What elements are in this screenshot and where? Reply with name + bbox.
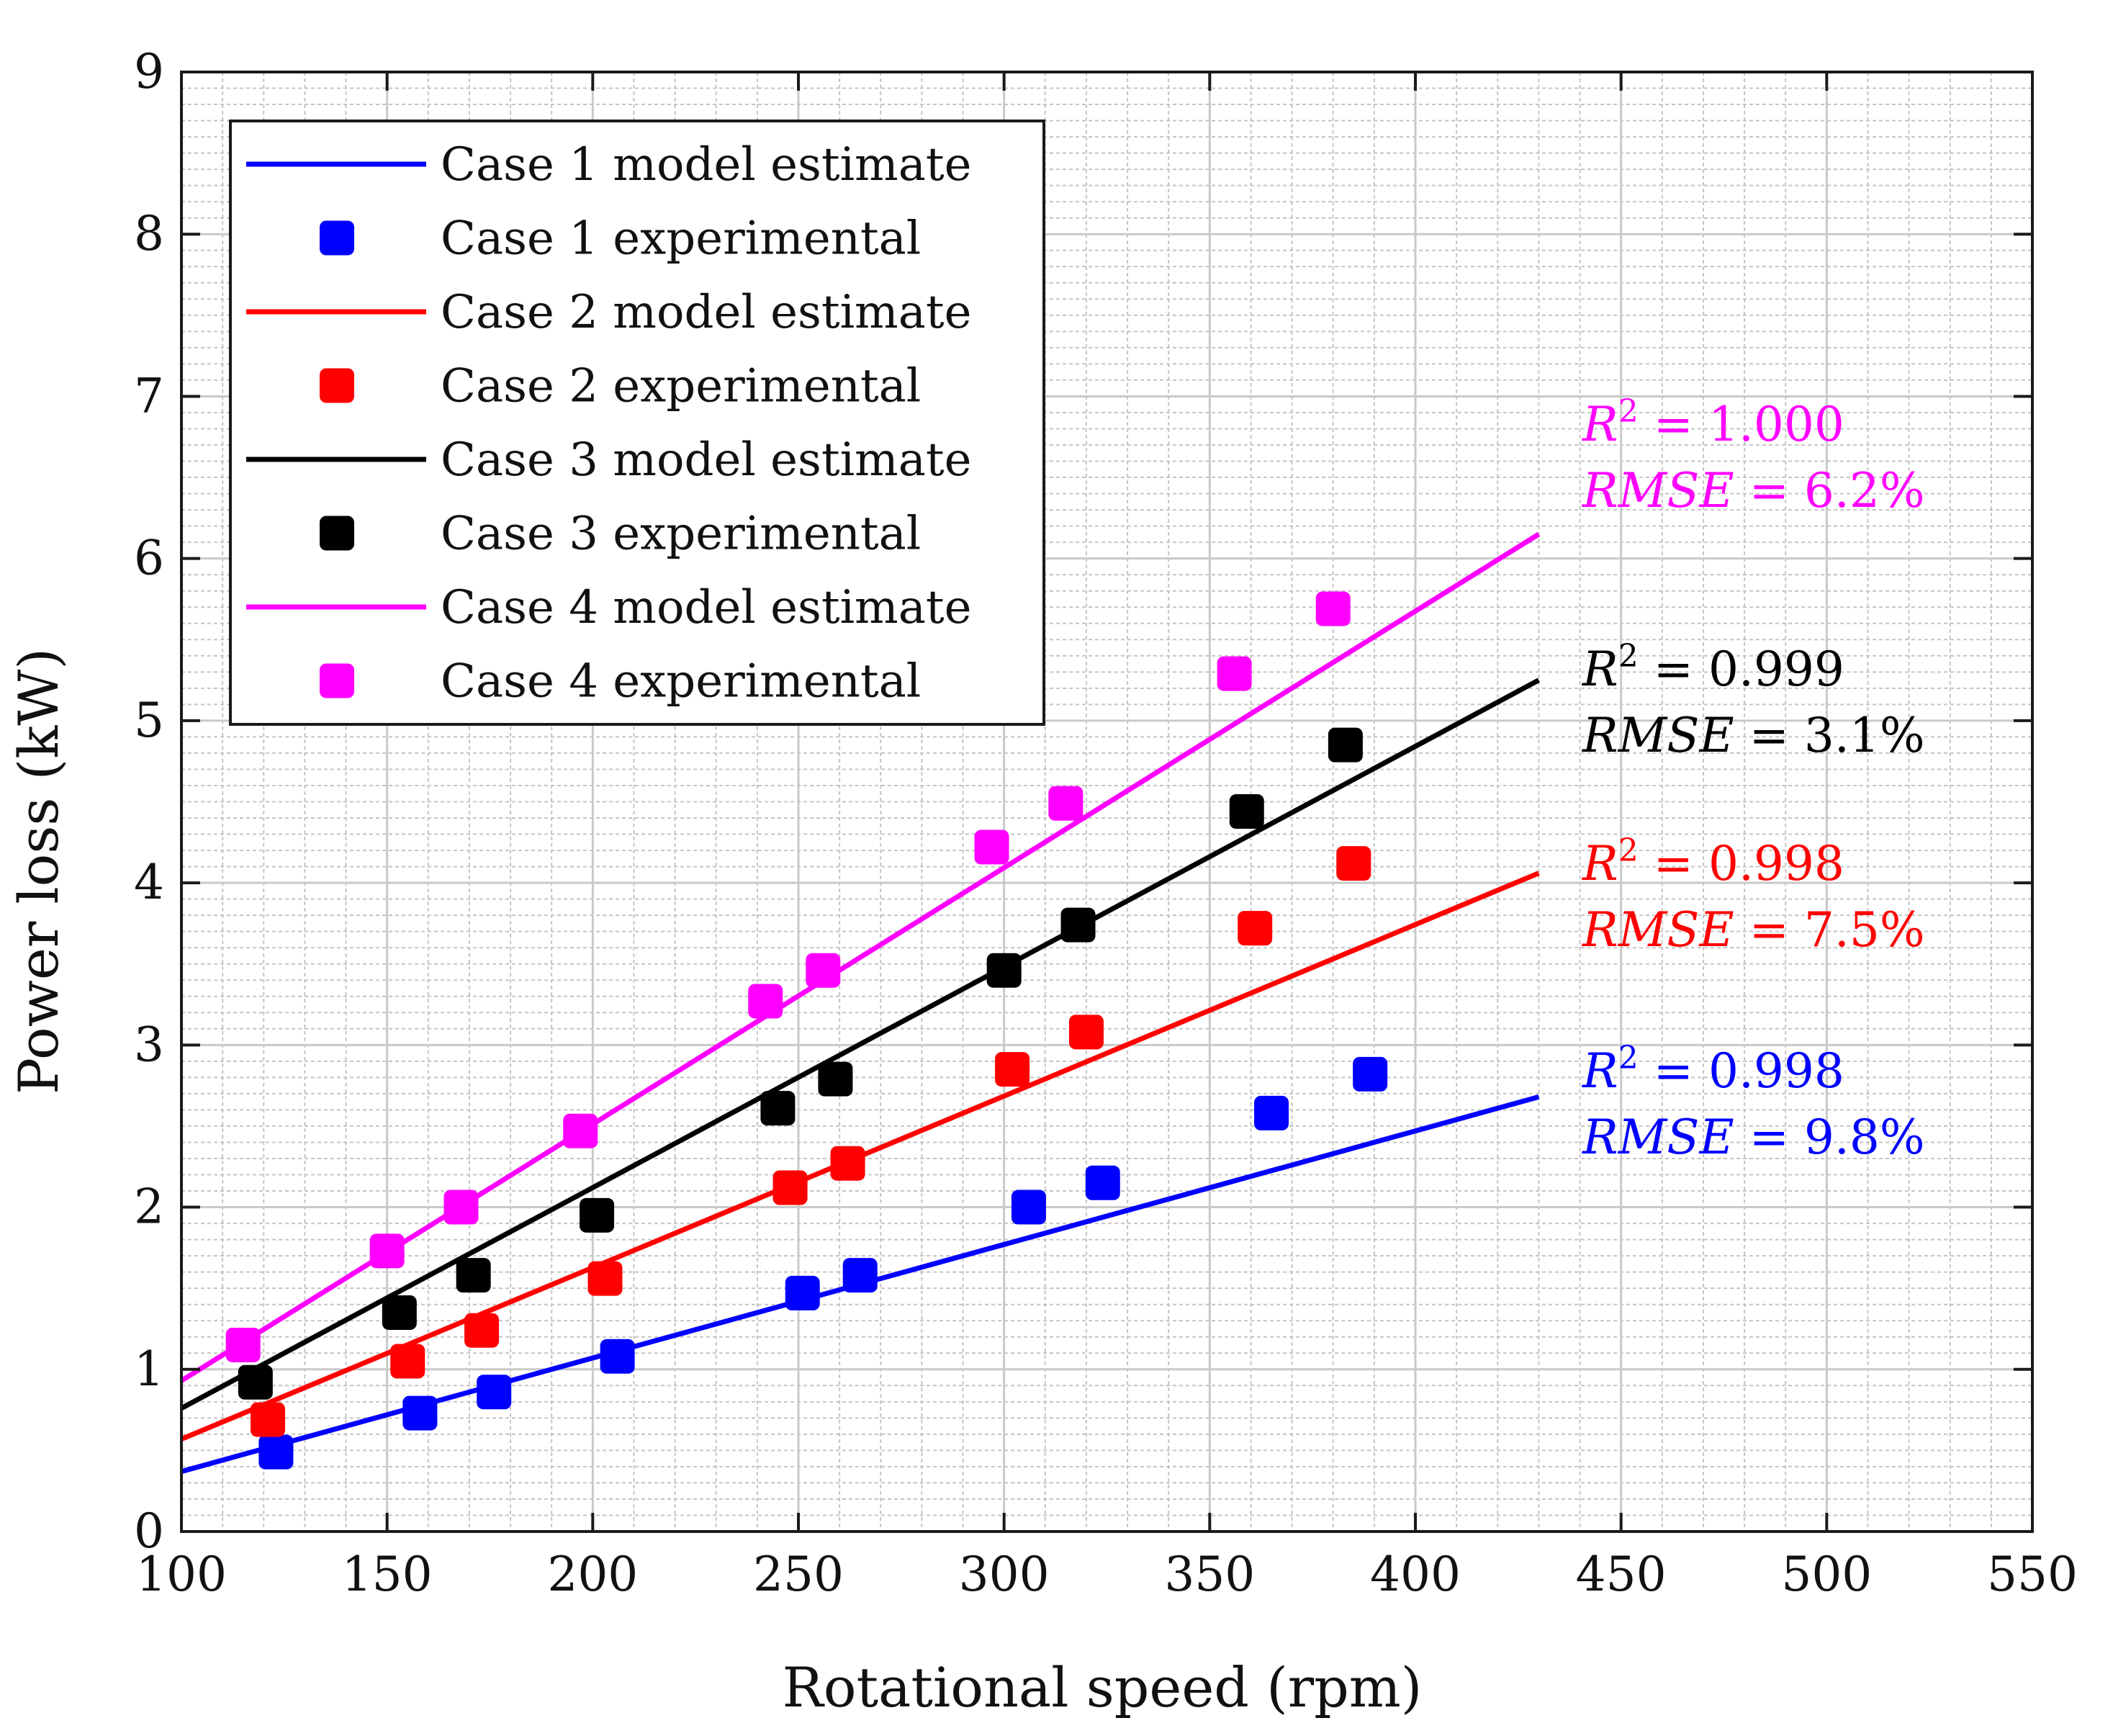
data-point-case-3 — [456, 1258, 491, 1293]
data-point-case-2 — [1068, 1015, 1104, 1050]
data-point-case-1 — [1011, 1189, 1046, 1225]
legend-marker-case-2 — [320, 368, 354, 403]
data-point-case-3 — [818, 1061, 853, 1097]
y-tick-label: 9 — [134, 44, 164, 99]
data-point-case-4 — [1048, 786, 1083, 821]
data-point-case-3 — [1328, 727, 1363, 763]
data-point-case-4 — [748, 984, 783, 1019]
data-point-case-2 — [772, 1170, 808, 1205]
legend-label-exp-case-1: Case 1 experimental — [441, 212, 921, 266]
data-point-case-3 — [1229, 794, 1264, 829]
series-layer — [180, 531, 1541, 1475]
rmse-annotation-case-4: RMSE = 6.2% — [1582, 463, 1925, 518]
data-point-case-3 — [1060, 907, 1096, 943]
plot-frame-border — [180, 71, 2034, 1533]
legend-marker-case-3 — [320, 516, 354, 551]
r2-annotation-case-3: R2 = 0.999 — [1582, 638, 1844, 697]
legend-label-model-case-2: Case 2 model estimate — [441, 286, 971, 339]
x-tick-label: 550 — [1987, 1547, 2078, 1602]
data-point-case-4 — [1217, 656, 1252, 691]
data-point-case-3 — [760, 1091, 796, 1126]
data-point-case-4 — [563, 1113, 598, 1148]
x-tick-label: 300 — [959, 1547, 1050, 1602]
data-point-case-3 — [986, 953, 1022, 988]
data-point-case-2 — [1336, 846, 1371, 881]
model-line-case-3 — [180, 678, 1541, 1411]
x-tick-label: 200 — [547, 1547, 638, 1602]
data-point-case-4 — [974, 829, 1009, 865]
data-point-case-1 — [1353, 1056, 1388, 1092]
legend-label-exp-case-2: Case 2 experimental — [441, 360, 921, 413]
data-point-case-2 — [587, 1261, 623, 1296]
data-point-case-4 — [1315, 591, 1351, 626]
fit-annotations: R2 = 0.998 RMSE = 9.8% R2 = 0.998 RMSE = 7.… — [1582, 393, 1925, 1165]
model-line-case-4 — [180, 531, 1541, 1383]
legend-marker-case-4 — [320, 663, 354, 698]
r2-annotation-case-2: R2 = 0.998 — [1582, 832, 1844, 891]
r2-annotation-case-4: R2 = 1.000 — [1582, 393, 1844, 452]
y-tick-label: 3 — [134, 1017, 164, 1072]
y-tick-label: 5 — [134, 693, 164, 748]
data-point-case-1 — [1085, 1165, 1120, 1200]
x-tick-label: 500 — [1781, 1547, 1872, 1602]
axis-ticks: 100 150 200 250 300 350 400 450 500 550 0 1 2 3 4 5 6 7 8 9 — [134, 44, 2078, 1602]
legend-label-model-case-1: Case 1 model estimate — [441, 138, 971, 192]
data-point-case-2 — [830, 1146, 865, 1181]
data-point-case-1 — [258, 1434, 294, 1470]
rmse-annotation-case-2: RMSE = 7.5% — [1582, 902, 1925, 958]
y-tick-label: 6 — [134, 531, 164, 586]
y-tick-label: 8 — [134, 206, 164, 261]
rmse-annotation-case-1: RMSE = 9.8% — [1582, 1110, 1925, 1165]
legend-label-model-case-4: Case 4 model estimate — [441, 581, 971, 634]
legend-marker-case-1 — [320, 220, 354, 256]
x-tick-label: 400 — [1370, 1547, 1461, 1602]
data-point-case-1 — [1254, 1095, 1289, 1130]
legend-label-model-case-3: Case 3 model estimate — [441, 433, 971, 487]
x-axis-title: Rotational speed (rpm) — [783, 1655, 1423, 1719]
y-tick-label: 2 — [134, 1179, 164, 1235]
data-point-case-2 — [250, 1402, 285, 1437]
y-axis-title: Power loss (kW) — [6, 648, 71, 1094]
legend-box — [229, 120, 1045, 726]
data-point-case-1 — [402, 1395, 438, 1431]
legend: Case 1 model estimate Case 1 experimental… — [229, 120, 1045, 726]
data-point-case-4 — [443, 1189, 479, 1225]
x-tick-label: 450 — [1576, 1547, 1667, 1602]
data-point-case-4 — [369, 1233, 405, 1269]
data-point-case-2 — [464, 1313, 500, 1348]
data-point-case-2 — [390, 1344, 425, 1379]
x-tick-label: 250 — [753, 1547, 844, 1602]
data-point-case-3 — [238, 1364, 273, 1400]
rmse-annotation-case-3: RMSE = 3.1% — [1582, 708, 1925, 763]
x-tick-label: 150 — [342, 1547, 433, 1602]
data-point-case-2 — [995, 1052, 1030, 1087]
x-tick-label: 350 — [1164, 1547, 1255, 1602]
r2-annotation-case-1: R2 = 0.998 — [1582, 1040, 1844, 1099]
data-point-case-3 — [580, 1197, 615, 1233]
data-point-case-1 — [600, 1339, 635, 1374]
y-tick-label: 4 — [134, 855, 164, 910]
data-point-case-4 — [806, 953, 841, 988]
data-point-case-4 — [225, 1327, 261, 1362]
y-tick-label: 0 — [134, 1503, 164, 1559]
data-point-case-1 — [477, 1375, 512, 1410]
data-point-case-1 — [785, 1275, 820, 1310]
legend-label-exp-case-4: Case 4 experimental — [441, 655, 921, 709]
data-point-case-1 — [842, 1258, 878, 1293]
y-tick-label: 1 — [134, 1341, 164, 1397]
plot-frame — [180, 71, 2034, 1533]
x-tick-label: 100 — [136, 1547, 227, 1602]
y-tick-label: 7 — [134, 368, 164, 423]
legend-label-exp-case-3: Case 3 experimental — [441, 508, 921, 561]
data-point-case-3 — [382, 1295, 417, 1330]
data-point-case-2 — [1238, 911, 1273, 946]
